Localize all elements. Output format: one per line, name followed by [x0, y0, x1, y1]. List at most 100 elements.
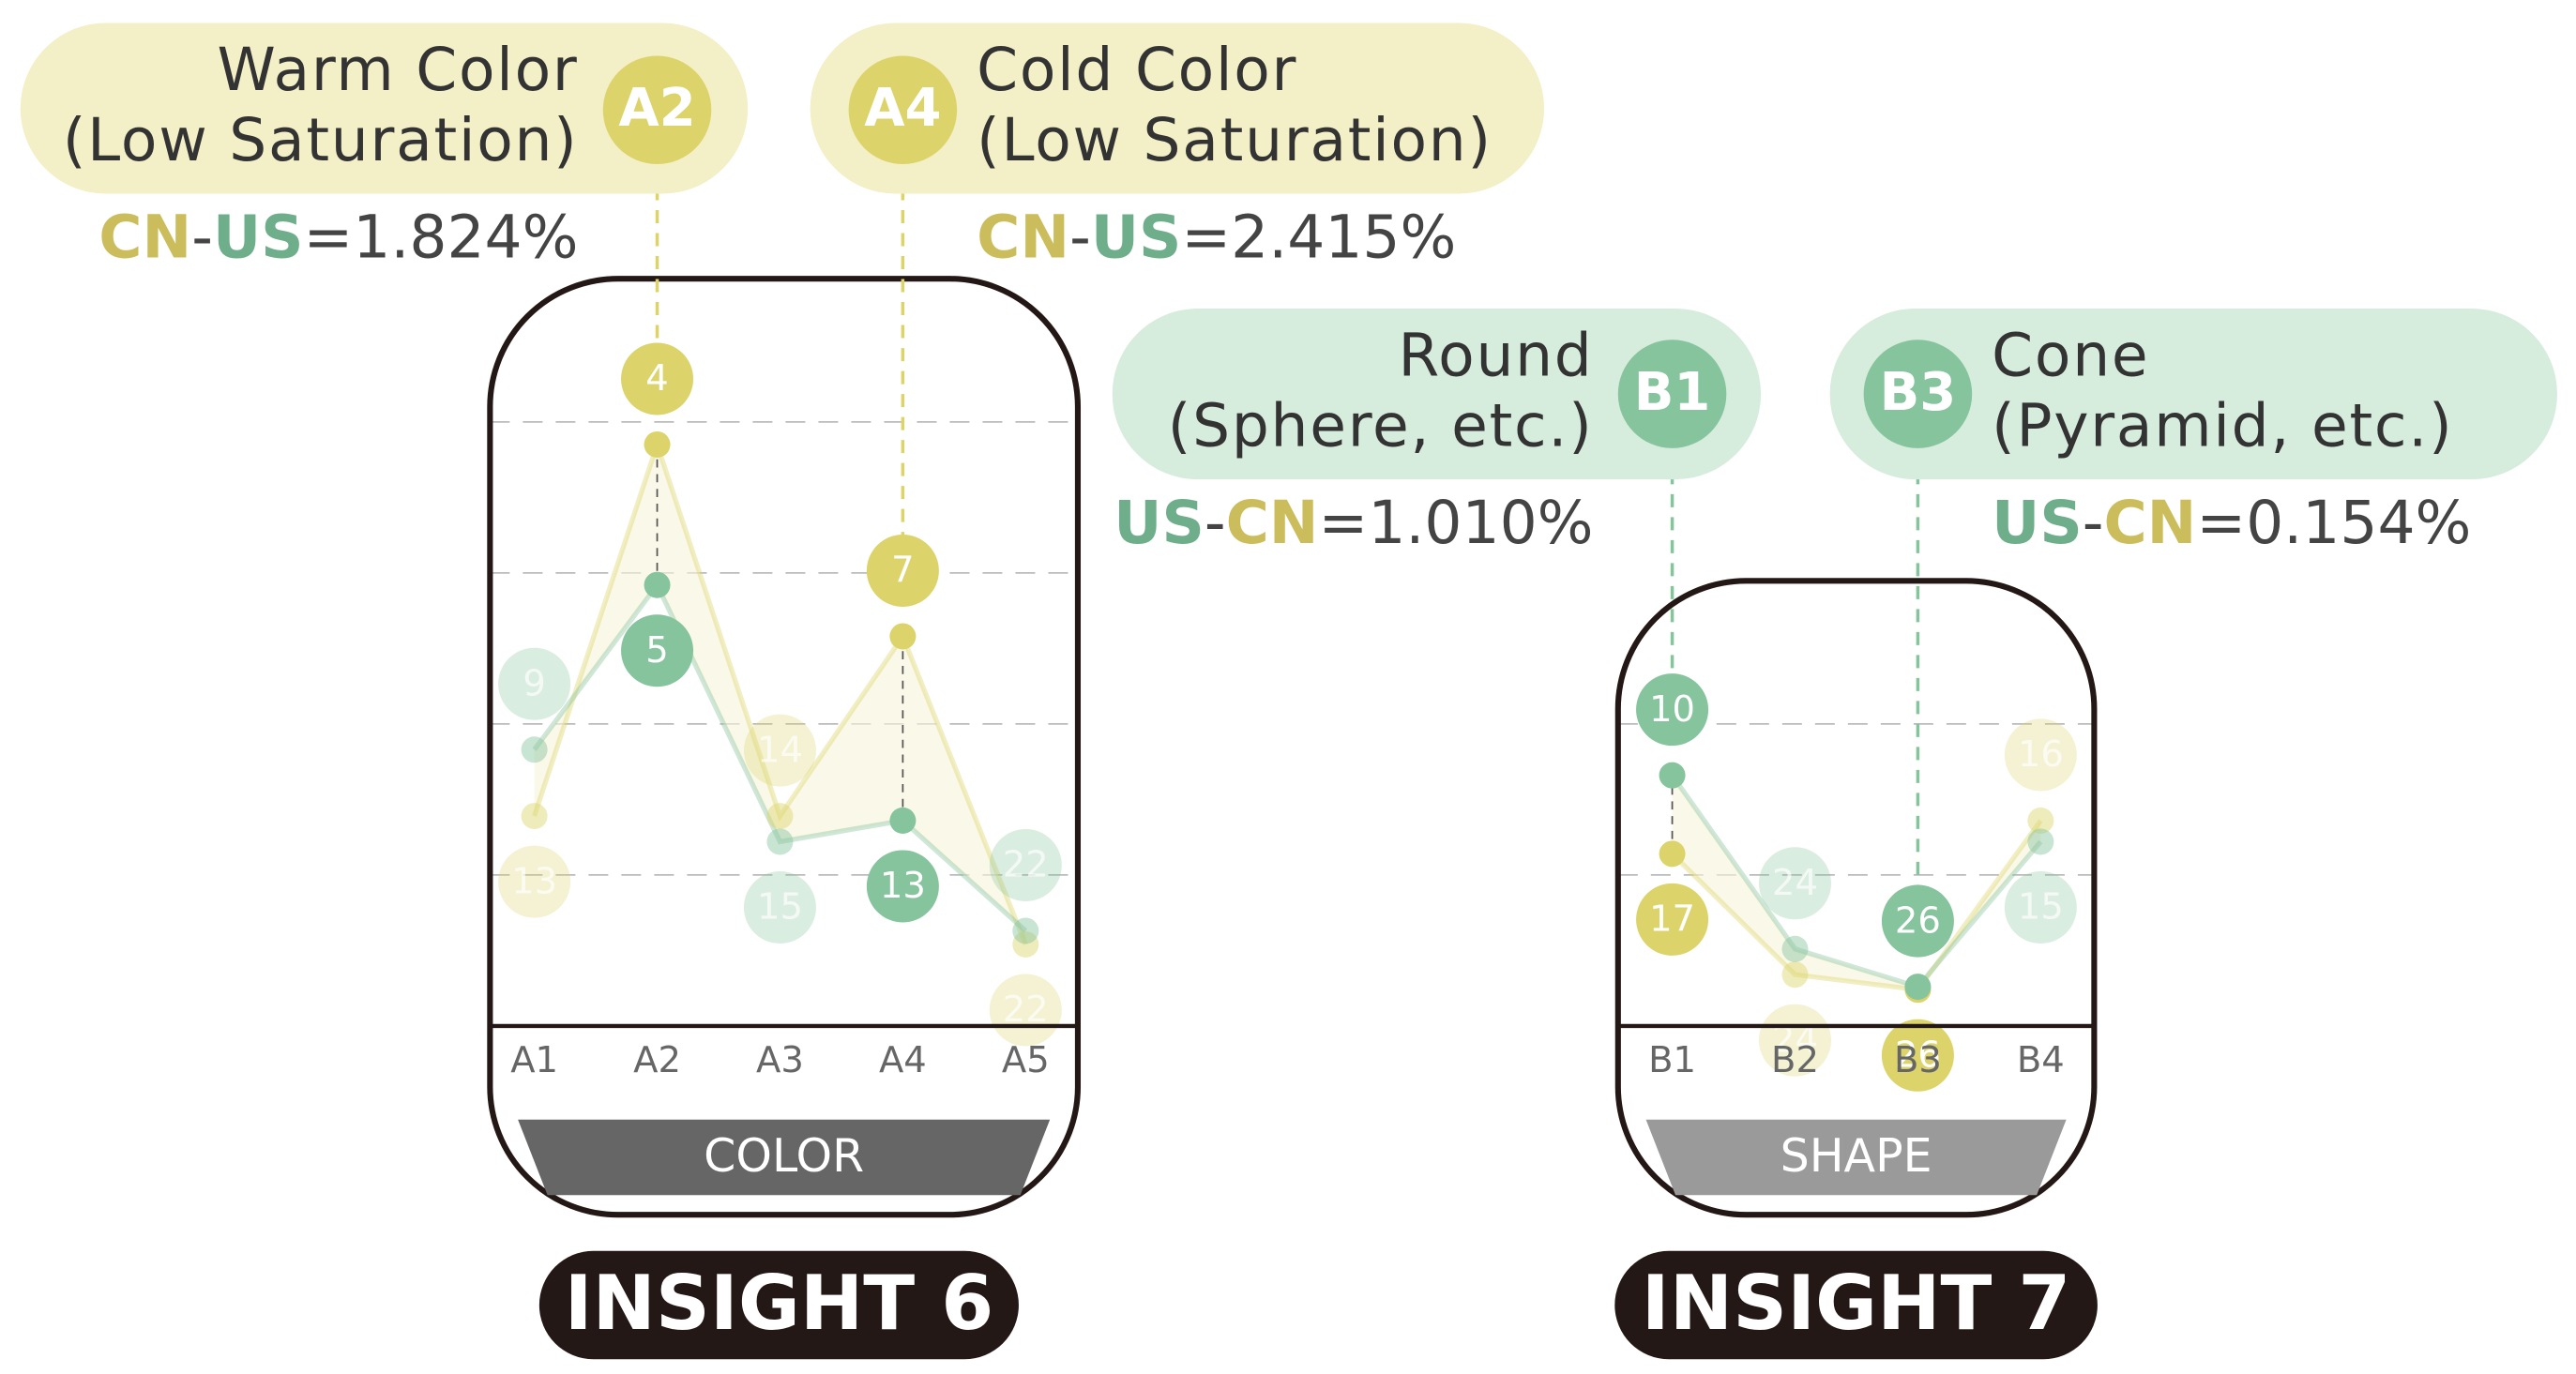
rank-label: 9 — [523, 662, 546, 704]
rank-label: 24 — [1772, 862, 1818, 904]
diff-part: =1.824% — [304, 203, 579, 271]
point — [766, 803, 794, 830]
rank-badge — [498, 845, 571, 918]
point — [644, 571, 671, 598]
diff-part: US — [1992, 489, 2083, 557]
gap-area — [534, 444, 1026, 944]
x-tick-label: B1 — [1648, 1039, 1696, 1081]
callout-pill — [810, 23, 1545, 194]
rank-label: 13 — [880, 865, 926, 907]
x-tick-label: B2 — [1771, 1039, 1819, 1081]
rank-badge — [989, 828, 1062, 901]
point — [889, 623, 917, 650]
callout-badge — [602, 55, 712, 165]
diff-part: CN — [1226, 489, 1319, 557]
insight-label: INSIGHT 6 — [565, 1259, 994, 1347]
point — [1659, 840, 1686, 868]
insight-pill — [1614, 1250, 2098, 1360]
x-tick-label: A2 — [633, 1039, 681, 1081]
callout-diff: US-CN=0.154% — [1992, 489, 2471, 557]
callout-badge — [848, 55, 958, 165]
rank-badge — [2004, 718, 2077, 792]
point — [1781, 961, 1809, 989]
point — [889, 807, 917, 834]
rank-label: 22 — [1003, 844, 1049, 886]
rank-badge — [621, 342, 694, 415]
point — [2027, 807, 2054, 834]
chart-frame — [1614, 578, 2098, 1218]
callout-label: Cold Color — [977, 36, 1297, 104]
diff-part: CN — [2103, 489, 2196, 557]
x-tick-label: B4 — [2017, 1039, 2065, 1081]
callout-label: (Low Saturation) — [63, 106, 579, 174]
point — [644, 430, 671, 458]
rank-badge — [2004, 870, 2077, 944]
callout-badge — [1863, 340, 1973, 448]
rank-label: 13 — [511, 860, 557, 902]
rank-badge — [1636, 883, 1709, 956]
rank-badge — [989, 974, 1062, 1047]
callout-label: (Low Saturation) — [977, 106, 1493, 174]
diff-part: - — [191, 203, 213, 271]
callout-badge-label: B1 — [1634, 362, 1711, 423]
point — [1012, 917, 1039, 944]
callout-label: Round — [1398, 321, 1593, 389]
callout-badge-label: B3 — [1880, 362, 1957, 423]
rank-badge — [1758, 847, 1831, 920]
point — [766, 828, 794, 855]
callout-label: (Sphere, etc.) — [1168, 392, 1594, 461]
callout-diff: US-CN=1.010% — [1114, 489, 1593, 557]
diff-part: US — [213, 203, 304, 271]
point — [521, 803, 548, 830]
diff-part: =1.010% — [1319, 489, 1594, 557]
point — [521, 736, 548, 763]
point — [1012, 930, 1039, 958]
callout-pill — [1829, 309, 2557, 480]
rank-label: 15 — [2018, 886, 2064, 929]
callout-label: Warm Color — [217, 36, 578, 104]
series-line — [1670, 819, 2043, 993]
x-tick-label: B3 — [1894, 1039, 1942, 1081]
x-tick-label: A4 — [879, 1039, 927, 1081]
rank-label: 14 — [757, 729, 803, 771]
rank-badge — [1636, 673, 1709, 747]
rank-badge — [498, 647, 571, 720]
point — [1781, 935, 1809, 962]
callout-diff: CN-US=1.824% — [98, 203, 578, 271]
callout-diff: CN-US=2.415% — [977, 203, 1456, 271]
diff-part: US — [1114, 489, 1205, 557]
callout-pill — [1112, 309, 1762, 480]
diff-part: US — [1091, 203, 1182, 271]
rank-label: 10 — [1649, 688, 1695, 731]
callout-badge-label: A4 — [864, 78, 941, 139]
rank-label: 26 — [1895, 1034, 1941, 1077]
callout-label: (Pyramid, etc.) — [1992, 392, 2453, 461]
rank-label: 5 — [645, 629, 669, 672]
axis-band — [518, 1119, 1051, 1196]
x-tick-label: A1 — [510, 1039, 558, 1081]
axis-band-label: COLOR — [704, 1129, 864, 1183]
series-line — [1670, 774, 2043, 990]
point — [1904, 974, 1932, 1001]
rank-badge — [1881, 1019, 1954, 1092]
rank-label: 4 — [645, 357, 669, 400]
rank-badge — [866, 534, 939, 607]
callout-badge-label: A2 — [618, 78, 695, 139]
gap-area — [1672, 775, 2041, 990]
x-tick-label: A3 — [756, 1039, 804, 1081]
rank-label: 17 — [1649, 898, 1695, 941]
axis-band — [1645, 1119, 2067, 1196]
x-tick-label: A5 — [1002, 1039, 1050, 1081]
insight-pill — [538, 1250, 1019, 1360]
diff-part: - — [2083, 489, 2104, 557]
rank-label: 7 — [891, 550, 915, 592]
axis-band-label: SHAPE — [1780, 1129, 1932, 1183]
chart-frame — [487, 276, 1082, 1218]
rank-badge — [743, 714, 816, 787]
point — [2027, 828, 2054, 855]
rank-label: 22 — [1003, 989, 1049, 1031]
rank-label: 26 — [1895, 899, 1941, 942]
